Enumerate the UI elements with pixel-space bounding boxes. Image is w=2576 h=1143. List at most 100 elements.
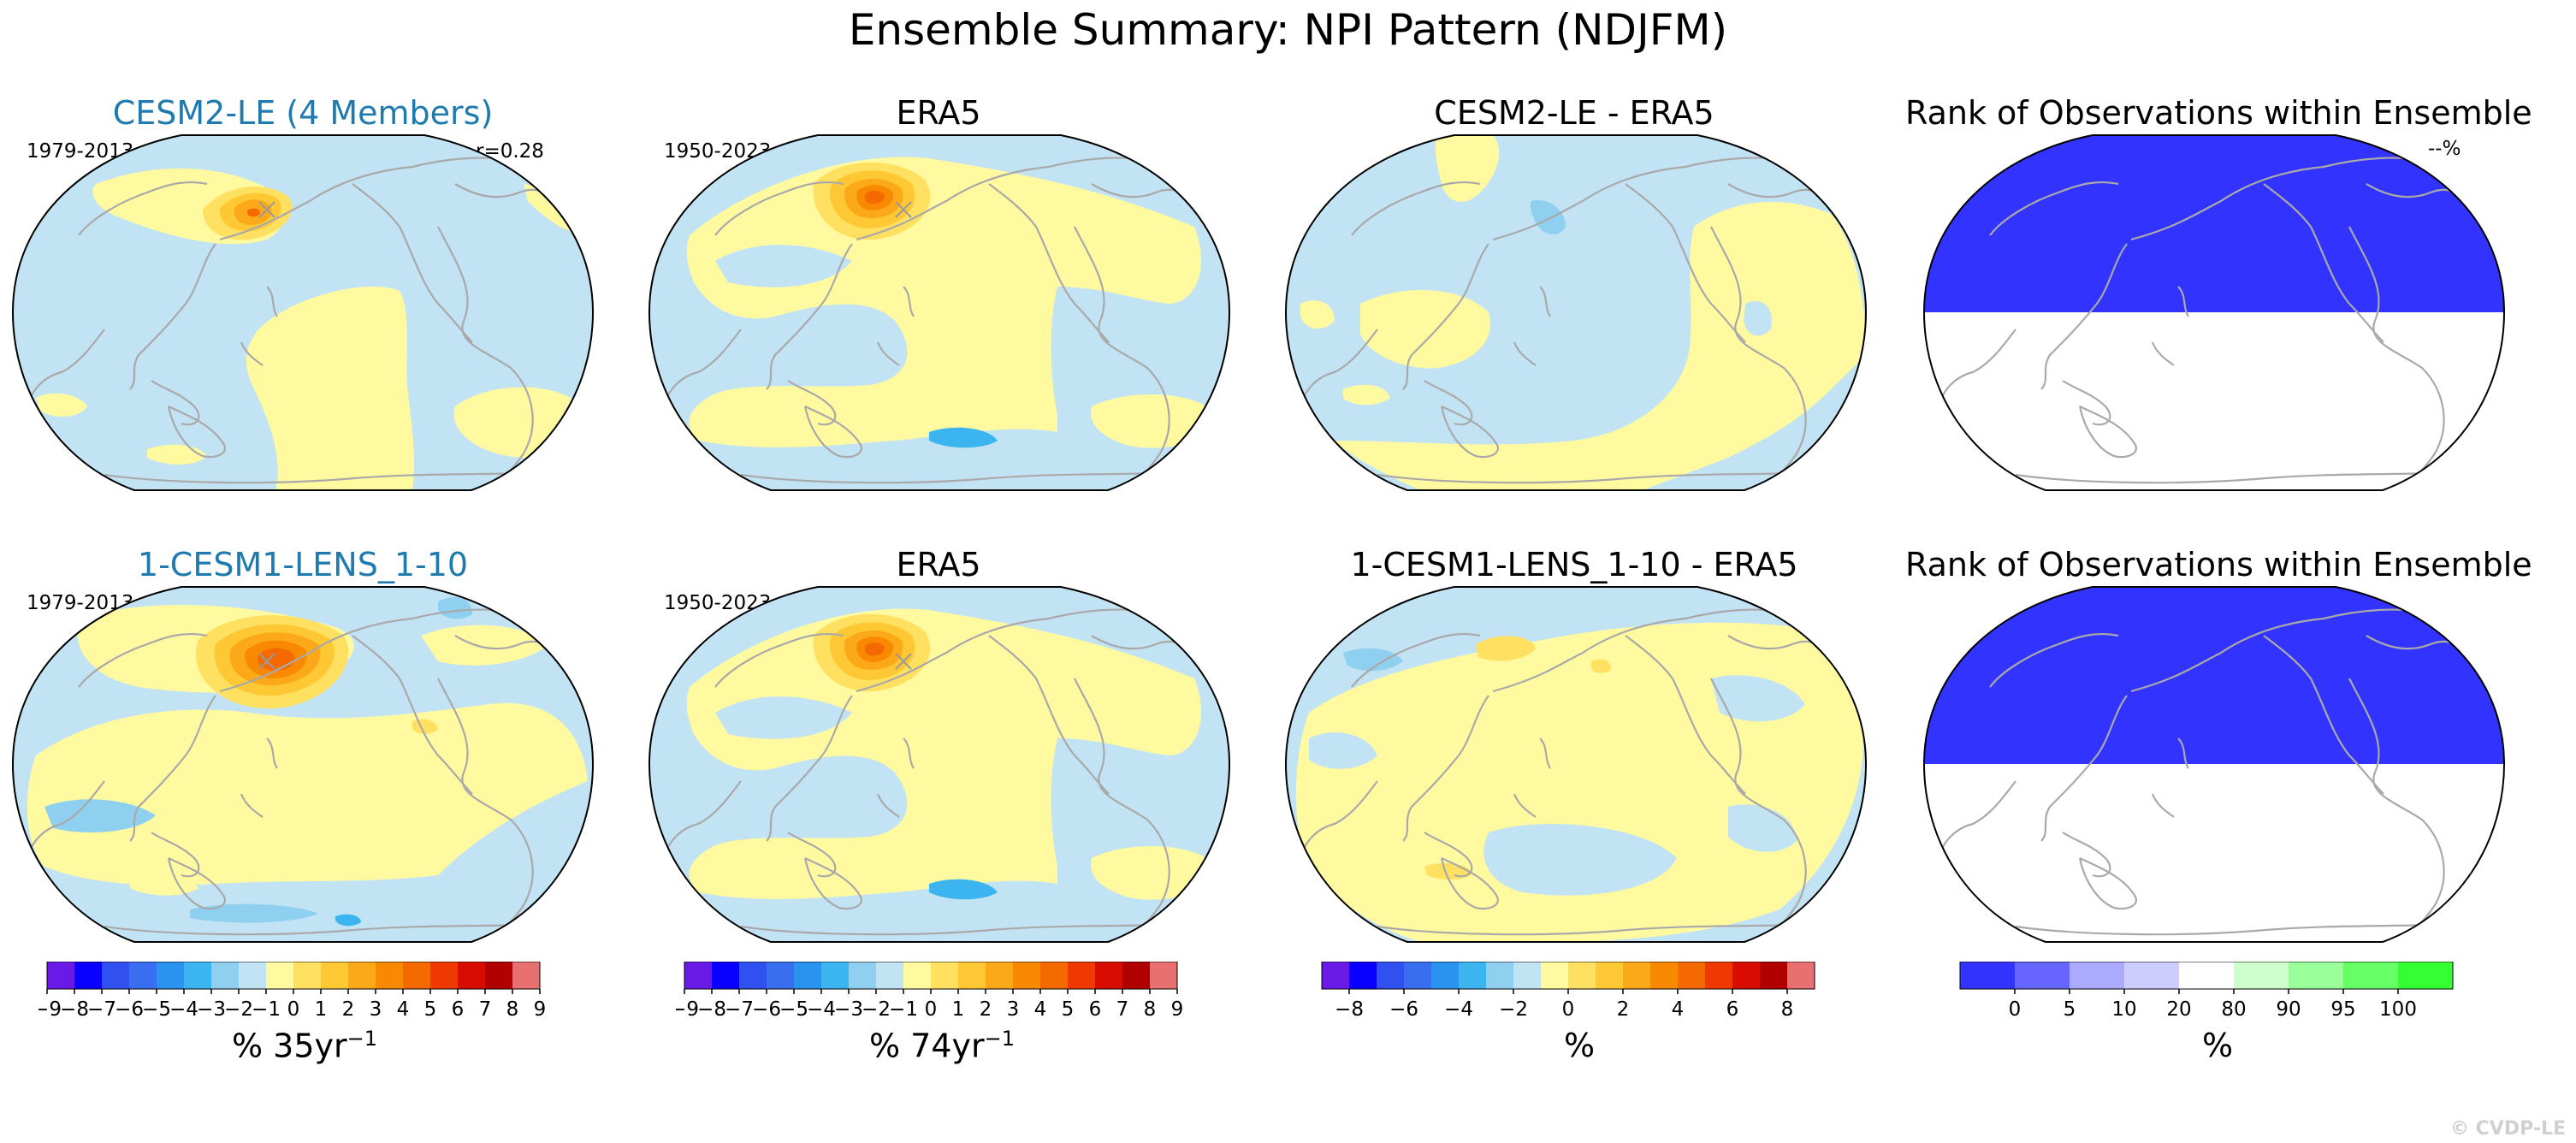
coastline-2 <box>988 635 1110 795</box>
colorbar-swatch-14 <box>1705 962 1733 989</box>
contour-region-1 <box>686 157 1202 447</box>
coastline-2 <box>352 635 473 795</box>
colorbar-swatch-8 <box>2398 962 2454 989</box>
coastline-2 <box>2263 183 2384 343</box>
panel-title-r1c4: Rank of Observations within Ensemble <box>1905 94 2532 132</box>
coastline-2 <box>1625 635 1746 795</box>
watermark: © CVDP-LE <box>2449 1118 2566 1140</box>
coastline-4 <box>26 780 105 859</box>
colorbar-tick-label-10: 1 <box>315 998 328 1021</box>
coastline-7 <box>1989 181 2119 236</box>
colorbar-col1: −9−8−7−6−5−4−3−2−1 0 1 2 3 4 5 6 7 8 9 <box>38 962 547 1021</box>
coastline-10 <box>876 341 900 366</box>
coastline-5 <box>1424 832 1473 878</box>
map-outline <box>1922 586 2506 943</box>
map-r1c2 <box>648 134 1231 491</box>
colorbar-tick-label-3: −6 <box>752 998 781 1021</box>
colorbar-label-col1: % 35yr−1 <box>231 1027 378 1065</box>
contour-region-2 <box>715 245 852 287</box>
colorbar-tick-label-5: 90 <box>2276 998 2301 1021</box>
colorbar-swatch-6 <box>211 962 240 989</box>
colorbar-tick-label-0: 0 <box>2009 998 2022 1021</box>
coastline-7 <box>1989 632 2119 688</box>
coastline-5 <box>787 832 837 878</box>
npi-box-marker <box>895 653 912 670</box>
coastline-4 <box>1937 329 2016 407</box>
coastline-11 <box>903 286 915 317</box>
colorbar-swatch-17 <box>1787 962 1815 989</box>
coastline-10 <box>1513 793 1537 818</box>
coastline-9 <box>2015 923 2436 936</box>
panel-title-r2c3: 1-CESM1-LENS_1-10 - ERA5 <box>1350 546 1798 583</box>
colorbar-tick-label-2: −7 <box>87 998 116 1021</box>
colorbar-swatch-9 <box>931 962 959 989</box>
colorbar-swatch-12 <box>1013 962 1041 989</box>
colorbar-tick-label-12: 3 <box>370 998 382 1021</box>
colorbar-tick-label-5: −4 <box>807 998 836 1021</box>
map-outline <box>11 134 595 491</box>
colorbar-swatch-8 <box>903 962 932 989</box>
coastline-6 <box>803 857 863 910</box>
colorbar-label-col3: % <box>1563 1027 1596 1064</box>
contour-region-5 <box>1711 675 1805 722</box>
colorbar-tick-label-4: 0 <box>1562 998 1575 1021</box>
npi-box-marker <box>258 201 275 218</box>
panel-title-r2c1: 1-CESM1-LENS_1-10 <box>137 546 469 583</box>
colorbar-col3: −8 −6 −4 −2 0 2 4 6 8 <box>1321 962 1815 1021</box>
colorbar-swatch-3 <box>2124 962 2180 989</box>
coastline-11 <box>2177 737 2189 769</box>
panel-title-r2c4: Rank of Observations within Ensemble <box>1905 546 2532 583</box>
coastline-4 <box>1299 780 1378 859</box>
map-outline <box>1284 134 1868 491</box>
coastline-9 <box>1377 471 1797 484</box>
colorbar-tick-label-7: 100 <box>2379 998 2417 1021</box>
colorbar-swatch-1 <box>1349 962 1377 989</box>
coastline-3 <box>129 243 216 390</box>
colorbar-swatch-13 <box>403 962 431 989</box>
colorbar-tick-label-7: 6 <box>1726 998 1739 1021</box>
colorbar-tick-label-14: 5 <box>424 998 437 1021</box>
map-outline <box>648 586 1231 943</box>
colorbar-tick-label-16: 7 <box>1116 998 1129 1021</box>
colorbar-swatch-1 <box>712 962 740 989</box>
npi-box-marker <box>895 201 912 218</box>
coastline-7 <box>78 632 208 688</box>
coastline-1 <box>1710 678 1807 936</box>
colorbar-swatch-16 <box>1760 962 1788 989</box>
coastline-2 <box>352 183 473 343</box>
coastline-7 <box>714 181 844 236</box>
contour-region-11 <box>1814 600 1839 617</box>
map-r1c4 <box>1922 134 2506 491</box>
field-shading <box>1286 135 1866 490</box>
coastline-1 <box>2348 678 2445 936</box>
coastline-1 <box>1710 226 1807 484</box>
map-outline <box>648 134 1231 491</box>
colorbar-tick-label-4: −5 <box>142 998 171 1021</box>
coastline-11 <box>2177 286 2189 317</box>
colorbar-swatch-2 <box>2070 962 2125 989</box>
colorbar-tick-label-13: 4 <box>1034 998 1047 1021</box>
colorbar-swatch-0 <box>684 962 713 989</box>
colorbar-tick-label-18: 9 <box>534 998 547 1021</box>
colorbar-swatch-15 <box>1095 962 1123 989</box>
map-r2c1 <box>11 586 595 943</box>
contour-region-3 <box>1309 731 1377 769</box>
contour-region-1 <box>246 287 415 490</box>
colorbar-swatch-4 <box>157 962 185 989</box>
coastline-9 <box>104 923 524 936</box>
coastline-5 <box>2062 380 2111 426</box>
colorbar-swatch-6 <box>1486 962 1514 989</box>
contour-region-1 <box>27 702 589 885</box>
coastline-10 <box>2151 793 2175 818</box>
colorbar-tick-label-1: −8 <box>697 998 726 1021</box>
coastline-6 <box>803 406 863 459</box>
panel-title-r1c3: CESM2-LE - ERA5 <box>1434 94 1714 132</box>
contour-region-5 <box>929 427 998 448</box>
field-shading <box>1924 135 2504 490</box>
colorbar-tick-label-17: 8 <box>1144 998 1157 1021</box>
coastline-9 <box>740 923 1161 936</box>
contour-region-10 <box>864 190 885 204</box>
coastline-6 <box>1440 406 1500 459</box>
colorbar-tick-label-5: −4 <box>169 998 198 1021</box>
coastline-7 <box>714 632 844 688</box>
